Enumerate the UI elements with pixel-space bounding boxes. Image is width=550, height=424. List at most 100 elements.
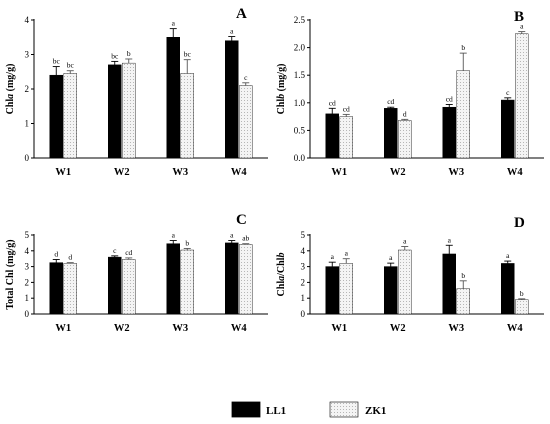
bar-zk1-w1 [63,263,77,315]
legend: LL1 ZK1 [231,401,386,418]
bar-ll1-w3 [442,106,456,159]
y-tick-label: 5 [301,230,306,240]
bar-ll1-w1 [49,74,63,159]
significance-letter: a [389,253,393,262]
x-tick-label: W1 [55,167,71,178]
bar-zk1-w2 [122,62,136,159]
legend-label-zk1: ZK1 [365,405,386,417]
bar-zk1-w4 [239,85,253,159]
significance-letter: bc [67,61,75,70]
x-tick-label: W3 [448,323,464,334]
y-tick-label: 2.5 [294,15,306,25]
x-tick-label: W3 [448,167,464,178]
bar-zk1-w3 [456,288,470,315]
bar-zk1-w3 [180,73,194,159]
panel-letter: D [514,215,525,231]
panel-letter: C [236,212,247,228]
significance-letter: cd [329,98,336,107]
bar-zk1-w4 [515,33,529,159]
panel-letter: B [514,9,524,25]
panel-d: 0 1 2 3 4 5 Chla/Chlb Da a W1 a a W2 a b W3 a b W4 [276,215,544,334]
legend-swatch-zk1 [329,401,359,418]
y-tick-label: 3 [301,262,306,272]
bar-ll1-w2 [384,108,398,159]
significance-letter: c [244,73,248,82]
x-tick-label: W2 [114,323,130,334]
bar-ll1-w3 [166,243,180,315]
significance-letter: cd [446,94,453,103]
significance-letter: bc [111,51,119,60]
y-axis-label: Chlb (mg/g) [276,64,287,115]
y-tick-label: 4 [25,15,30,25]
significance-letter: a [331,252,335,261]
x-tick-label: W2 [390,167,406,178]
significance-letter: b [520,289,524,298]
y-tick-label: 3 [25,262,30,272]
significance-letter: bc [184,50,192,59]
y-tick-label: 1.5 [294,70,306,80]
bar-ll1-w2 [384,266,398,315]
significance-letter: d [403,109,407,118]
significance-letter: cd [343,104,350,113]
significance-letter: b [127,49,131,58]
significance-letter: a [448,235,452,244]
significance-letter: a [520,22,524,31]
bar-zk1-w1 [63,73,77,159]
significance-letter: a [230,231,234,240]
y-tick-label: 4 [301,246,306,256]
x-tick-label: W1 [55,323,71,334]
significance-letter: d [54,249,58,258]
bar-ll1-w4 [501,99,515,159]
y-tick-label: 2 [25,277,30,287]
significance-letter: cd [387,97,394,106]
bar-zk1-w2 [122,259,136,315]
legend-label-ll1: LL1 [266,405,286,417]
y-tick-label: 3 [25,50,30,60]
y-tick-label: 2.0 [294,43,306,53]
bar-zk1-w4 [515,299,529,315]
x-tick-label: W1 [331,167,347,178]
bar-ll1-w4 [225,40,239,159]
x-tick-label: W4 [231,167,248,178]
significance-letter: b [461,271,465,280]
x-tick-label: W2 [114,167,130,178]
y-tick-label: 1 [25,293,30,303]
bar-ll1-w2 [108,256,122,315]
significance-letter: bc [53,57,61,66]
y-tick-label: 1 [25,119,30,129]
bar-ll1-w1 [325,113,339,159]
x-tick-label: W3 [172,167,188,178]
significance-letter: a [172,231,176,240]
x-tick-label: W4 [507,167,524,178]
bar-zk1-w3 [180,249,194,315]
bar-zk1-w1 [339,263,353,315]
y-tick-label: 0 [301,309,306,319]
y-axis-label: Chla (mg/g) [5,64,16,115]
bar-zk1-w1 [339,116,353,159]
bar-ll1-w4 [225,242,239,315]
y-tick-label: 0.0 [294,153,306,163]
significance-letter: a [230,27,234,36]
significance-letter: ab [242,234,249,243]
y-tick-label: 0 [25,309,30,319]
bar-ll1-w3 [442,253,456,315]
significance-letter: a [172,19,176,28]
significance-letter: b [185,238,189,247]
x-tick-label: W3 [172,323,188,334]
significance-letter: d [68,253,72,262]
y-tick-label: 4 [25,246,30,256]
bar-ll1-w2 [108,64,122,159]
y-tick-label: 1.0 [294,98,306,108]
bar-ll1-w1 [325,266,339,315]
significance-letter: c [113,246,117,255]
bar-zk1-w2 [398,249,412,315]
bar-ll1-w3 [166,37,180,159]
x-tick-label: W4 [231,323,248,334]
y-axis-label: Chla/Chlb [276,253,287,297]
x-tick-label: W1 [331,323,347,334]
y-tick-label: 2 [301,277,306,287]
y-tick-label: 1 [301,293,306,303]
